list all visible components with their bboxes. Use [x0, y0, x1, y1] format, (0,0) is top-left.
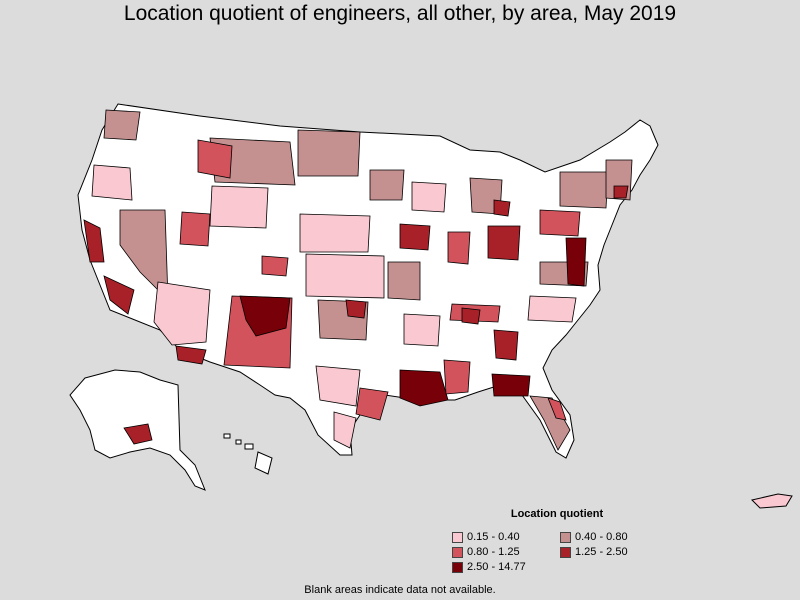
- area-huntsville: [461, 307, 481, 325]
- area-kansas: [305, 253, 385, 299]
- legend-item-4: 1.25 - 2.50: [560, 546, 660, 558]
- legend-item-2: 0.40 - 0.80: [560, 531, 660, 543]
- area-wyoming: [209, 185, 269, 229]
- puerto-rico: [751, 493, 793, 509]
- legend-grid: 0.15 - 0.40 0.40 - 0.80 0.80 - 1.25 1.25…: [452, 531, 652, 573]
- area-indiana: [447, 231, 471, 265]
- area-missouri: [387, 261, 421, 301]
- area-washington: [103, 109, 141, 141]
- area-houston: [355, 387, 389, 421]
- area-iowa-illinois: [399, 223, 431, 251]
- area-wisconsin: [411, 181, 447, 213]
- legend-item-1: 0.15 - 0.40: [452, 531, 560, 543]
- legend-swatch-5: [452, 561, 463, 573]
- area-idaho: [197, 139, 233, 179]
- legend-label-2: 0.40 - 0.80: [575, 531, 628, 543]
- area-colorado-north: [261, 255, 289, 277]
- legend-swatch-3: [452, 546, 463, 558]
- area-anchorage: [123, 423, 153, 445]
- area-texas-gulf: [333, 411, 357, 449]
- area-albuquerque: [239, 295, 291, 337]
- area-arizona: [153, 281, 211, 346]
- area-boston: [613, 185, 629, 199]
- legend-label-4: 1.25 - 2.50: [575, 546, 628, 558]
- area-socal: [103, 275, 135, 315]
- area-carolinas: [527, 295, 577, 323]
- area-nebraska: [299, 213, 371, 253]
- area-minnesota: [369, 169, 405, 201]
- area-maryland: [565, 237, 587, 287]
- legend: Location quotient 0.15 - 0.40 0.40 - 0.8…: [452, 508, 652, 573]
- area-detroit: [493, 199, 511, 217]
- colored-areas: [83, 109, 633, 451]
- area-arkansas: [403, 313, 441, 347]
- legend-label-1: 0.15 - 0.40: [467, 531, 520, 543]
- legend-title: Location quotient: [510, 508, 604, 520]
- hawaii: [223, 433, 273, 475]
- area-nevada: [119, 209, 169, 301]
- legend-swatch-1: [452, 531, 463, 543]
- area-mississippi: [443, 359, 471, 395]
- area-ohio: [487, 225, 521, 261]
- area-tucson: [175, 345, 207, 365]
- legend-label-5: 2.50 - 14.77: [467, 561, 526, 573]
- legend-item-3: 0.80 - 1.25: [452, 546, 560, 558]
- area-pennsylvania: [539, 209, 581, 237]
- area-oregon: [91, 164, 133, 201]
- area-new-york: [559, 171, 609, 209]
- area-florida: [529, 395, 571, 451]
- footnote: Blank areas indicate data not available.: [304, 584, 496, 596]
- area-california-coast: [83, 219, 105, 263]
- area-oklahoma-city: [345, 299, 367, 319]
- legend-label-3: 0.80 - 1.25: [467, 546, 520, 558]
- legend-swatch-4: [560, 546, 571, 558]
- area-utah-west: [179, 211, 211, 247]
- area-florida-coast: [547, 397, 567, 421]
- area-alabama-gulf: [491, 373, 531, 397]
- map-title: Location quotient of engineers, all othe…: [123, 2, 677, 25]
- area-texas-east: [315, 365, 361, 407]
- legend-swatch-2: [560, 531, 571, 543]
- legend-item-5: 2.50 - 14.77: [452, 561, 560, 573]
- area-georgia: [493, 329, 519, 361]
- area-north-dakota: [297, 129, 361, 177]
- area-louisiana: [399, 369, 449, 407]
